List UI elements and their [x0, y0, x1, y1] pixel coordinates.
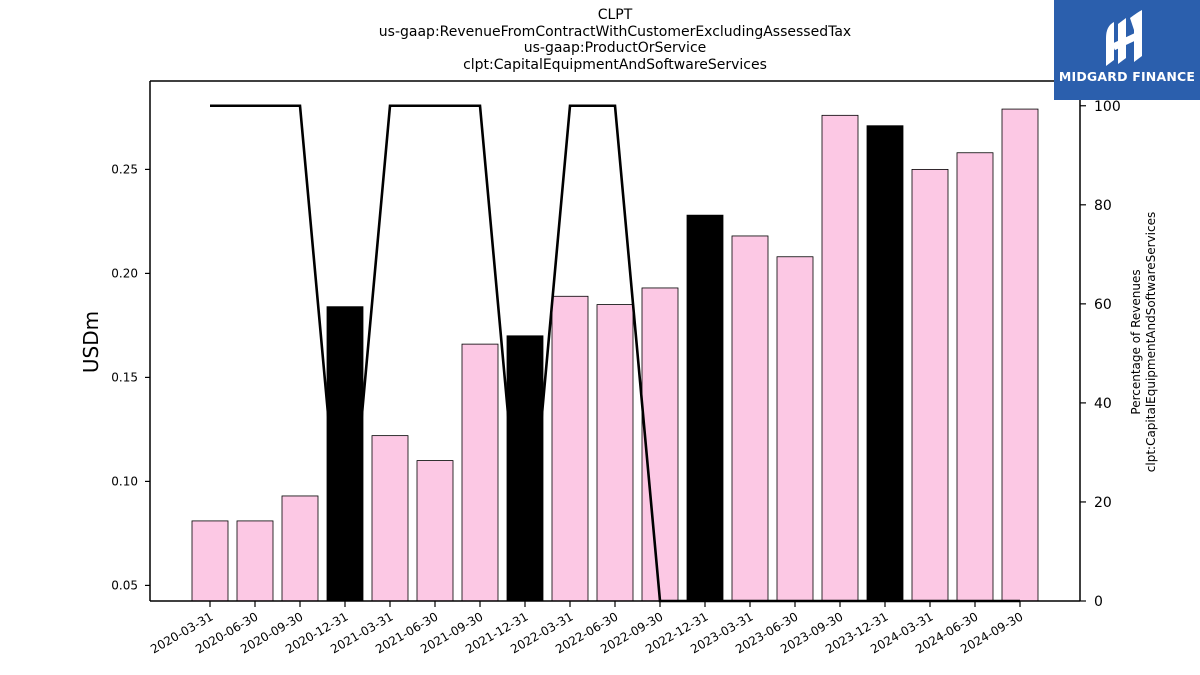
- logo-text: MIDGARD FINANCE: [1058, 69, 1196, 84]
- bar-2023-06-30: [776, 256, 814, 602]
- y-tick-label: 0.15: [111, 370, 138, 384]
- chart-title-line-3: us-gaap:ProductOrService: [523, 40, 707, 56]
- bar-2024-09-30: [1001, 108, 1039, 602]
- chart-title-line-2: us-gaap:RevenueFromContractWithCustomerE…: [378, 23, 852, 40]
- midgard-finance-logo: MIDGARD FINANCE: [1054, 0, 1200, 100]
- bar-2023-09-30: [821, 114, 859, 602]
- bar-2021-09-30: [461, 343, 499, 602]
- y-right-tick-label: 60: [1094, 297, 1112, 313]
- bar-2022-09-30: [641, 287, 679, 602]
- y-axis-label: USDm: [79, 311, 103, 373]
- y-axis-right-label-line-1: Percentage of Revenues: [1129, 269, 1143, 414]
- bar-group: [191, 108, 1039, 602]
- y-axis-right-label-line-2: clpt:CapitalEquipmentAndSoftwareServices: [1144, 212, 1158, 472]
- bar-2022-03-31: [551, 295, 589, 602]
- bar-2023-03-31: [731, 235, 769, 602]
- bar-2020-06-30: [236, 520, 274, 602]
- y-right-tick-label: 0: [1094, 594, 1103, 610]
- y-right-tick-label: 80: [1094, 198, 1112, 214]
- chart-title-line-4: clpt:CapitalEquipmentAndSoftwareServices: [463, 56, 767, 73]
- bar-2020-09-30: [281, 495, 319, 602]
- y-right-tick-label: 40: [1094, 396, 1112, 412]
- y-tick-label: 0.20: [111, 266, 138, 280]
- y-tick-label: 0.10: [111, 474, 138, 488]
- bar-2021-06-30: [416, 460, 454, 602]
- bar-2024-03-31: [911, 168, 949, 602]
- y-right-tick-label: 100: [1094, 99, 1121, 115]
- y-right-tick-label: 20: [1094, 495, 1112, 511]
- y-tick-label: 0.25: [111, 162, 138, 176]
- bar-2022-06-30: [596, 304, 634, 602]
- bar-2023-12-31: [866, 125, 904, 602]
- bar-2024-06-30: [956, 152, 994, 602]
- bar-2022-12-31: [686, 214, 724, 602]
- bar-2020-12-31: [326, 306, 364, 602]
- logo-mark-icon: [1106, 10, 1142, 66]
- bar-2020-03-31: [191, 520, 229, 602]
- y-tick-label: 0.05: [111, 578, 138, 592]
- bar-2021-03-31: [371, 435, 409, 602]
- chart-title-line-1: CLPT: [597, 7, 633, 23]
